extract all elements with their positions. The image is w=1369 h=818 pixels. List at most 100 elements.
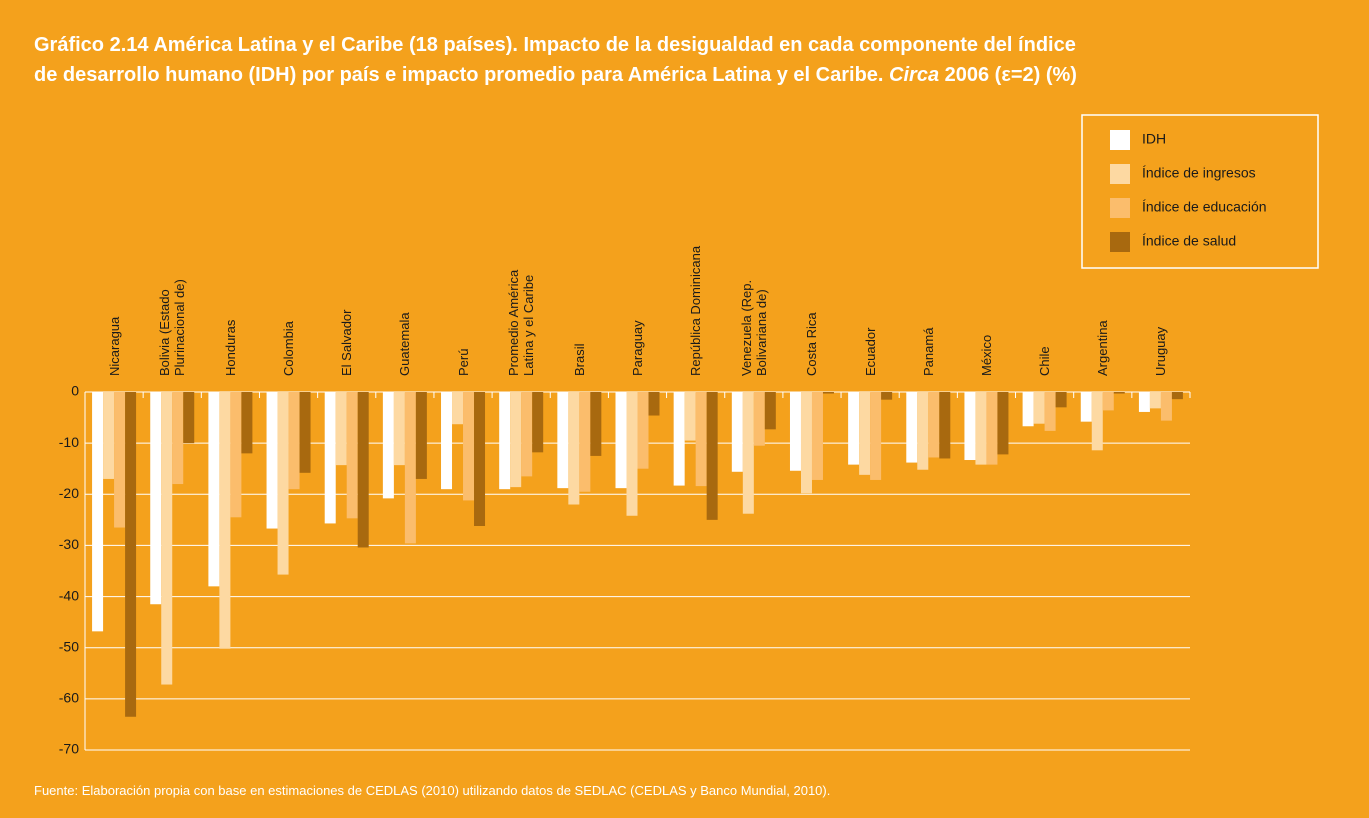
x-tick-label: El Salvador [339, 309, 355, 376]
bar [917, 392, 929, 470]
bar [404, 392, 416, 544]
bar [695, 392, 707, 487]
y-tick-label: 0 [71, 383, 79, 399]
y-tick-label: -30 [59, 536, 79, 552]
title-part: de desarrollo humano (IDH) por país e im… [34, 64, 884, 86]
bar [324, 392, 336, 524]
bar [266, 392, 278, 529]
bar [532, 392, 544, 453]
bar [928, 392, 940, 458]
bar [208, 392, 220, 587]
bar [637, 392, 649, 469]
bar [822, 392, 834, 394]
bar [870, 392, 882, 480]
legend-label: Índice de educación [1142, 199, 1267, 215]
bar [335, 392, 347, 466]
x-tick-label: República Dominicana [688, 245, 704, 376]
bar [1138, 392, 1150, 412]
x-tick-label: Costa Rica [804, 312, 820, 376]
y-tick-label: -10 [59, 434, 79, 450]
bar [568, 392, 580, 505]
bar [706, 392, 718, 520]
bar [1080, 392, 1092, 422]
x-tick-label: Promedio América Latina y el Caribe [506, 269, 537, 376]
bar [393, 392, 405, 466]
title-part: 2006 (ε=2) (%) [944, 64, 1077, 86]
bar [241, 392, 253, 454]
bar [114, 392, 126, 528]
title-line: Gráfico 2.14 América Latina y el Caribe … [34, 34, 1076, 56]
x-tick-label: Argentina [1095, 320, 1111, 376]
bar [906, 392, 918, 463]
bar [499, 392, 511, 490]
bar [742, 392, 754, 514]
bar [753, 392, 765, 446]
bar [521, 392, 533, 477]
bar [510, 392, 522, 488]
bar [684, 392, 696, 441]
x-tick-label: Venezuela (Rep. Bolivariana de) [738, 279, 769, 376]
x-tick-label: Bolivia (Estado Plurinacional de) [157, 279, 188, 376]
bar [161, 392, 173, 685]
bar [1022, 392, 1034, 427]
bar [474, 392, 486, 526]
bar [172, 392, 184, 485]
x-tick-label: Perú [455, 348, 471, 376]
x-tick-label: Panamá [920, 327, 936, 376]
x-tick-label: Brasil [571, 343, 587, 376]
bar [125, 392, 137, 717]
bar [1091, 392, 1103, 451]
bar [789, 392, 801, 471]
x-tick-label: Honduras [222, 319, 238, 376]
x-tick-label: Paraguay [630, 320, 645, 376]
legend-swatch [1110, 232, 1130, 252]
legend-box [1081, 114, 1319, 269]
bar [764, 392, 776, 430]
bar [986, 392, 998, 465]
bar [800, 392, 812, 494]
bar [219, 392, 231, 649]
bar [288, 392, 300, 490]
bar [1102, 392, 1114, 411]
bar [1055, 392, 1067, 408]
bar [648, 392, 660, 416]
bar [463, 392, 475, 501]
bar [452, 392, 464, 425]
bar [939, 392, 951, 459]
x-tick-label: Guatemala [397, 312, 413, 376]
bar [964, 392, 976, 461]
legend-swatch [1110, 164, 1130, 184]
bar [1033, 392, 1045, 424]
x-tick-label: Nicaragua [106, 316, 122, 376]
y-tick-label: -60 [59, 690, 79, 706]
x-tick-label: Ecuador [862, 327, 878, 376]
bar [1044, 392, 1056, 431]
bar [1160, 392, 1172, 421]
bar [997, 392, 1009, 455]
bar [183, 392, 195, 444]
legend-label: IDH [1142, 131, 1166, 147]
bar [811, 392, 823, 480]
bar [731, 392, 743, 472]
legend-swatch [1110, 198, 1130, 218]
bar [357, 392, 369, 548]
bar [346, 392, 358, 519]
bar [1171, 392, 1183, 400]
y-tick-label: -50 [59, 638, 79, 654]
title-line: de desarrollo humano (IDH) por país e im… [34, 64, 1077, 87]
bar [881, 392, 893, 400]
legend-label: Índice de salud [1142, 233, 1236, 249]
bar [150, 392, 162, 605]
bar [92, 392, 104, 632]
bar [579, 392, 591, 492]
bar [859, 392, 871, 475]
bar [590, 392, 602, 456]
bar [975, 392, 987, 465]
y-tick-label: -40 [59, 587, 79, 603]
bar [848, 392, 860, 465]
y-tick-label: -20 [59, 485, 79, 501]
source: Fuente: Elaboración propia con base en e… [34, 783, 831, 798]
bar [626, 392, 638, 516]
